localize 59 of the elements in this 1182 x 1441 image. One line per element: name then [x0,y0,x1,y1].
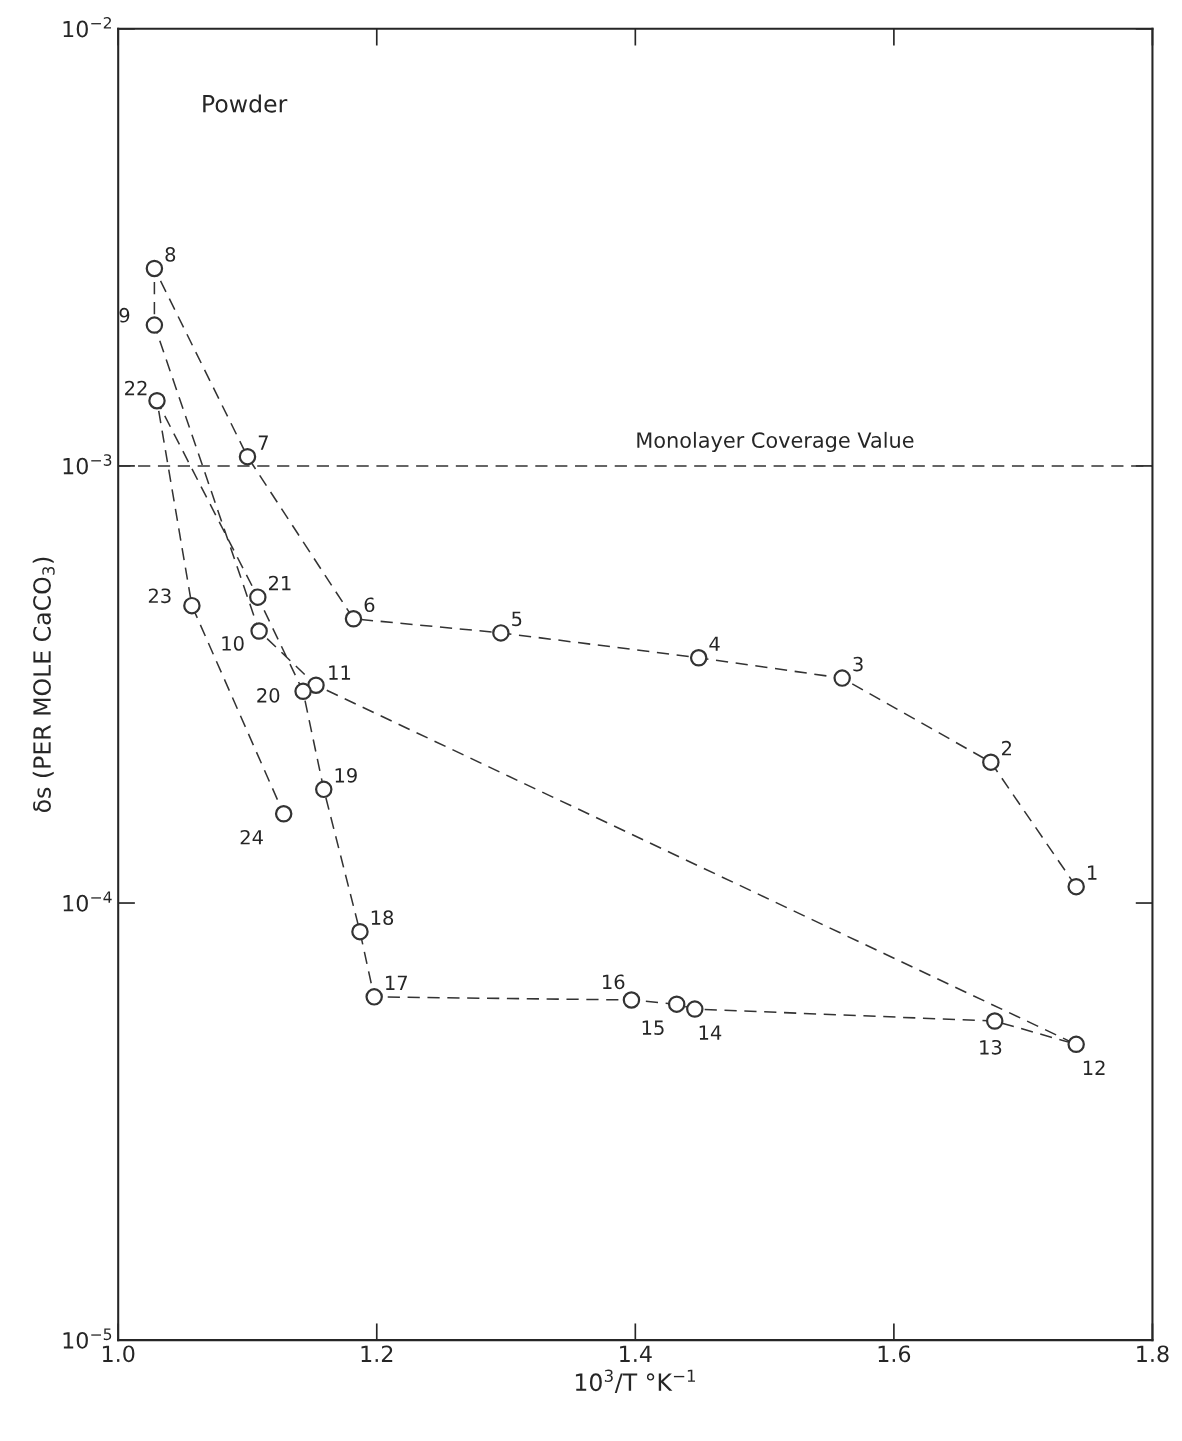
annotation: 19 [335,767,357,783]
x-tick-label: 1.8 [1137,1345,1169,1363]
x-tick-label: 1.2 [361,1345,393,1362]
annotation: 22 [125,380,147,396]
point [274,805,293,823]
point [294,682,312,701]
annotation: 23 [148,588,171,604]
point [492,624,510,642]
point [689,649,708,667]
point [249,588,267,606]
annotation: 4 [709,636,720,651]
annotation: 8 [165,247,176,262]
point [667,995,686,1013]
annotation: 17 [386,975,407,990]
annotation: 14 [699,1025,722,1040]
point [351,922,369,941]
point [145,316,164,334]
point [307,676,325,694]
annotation: 15 [642,1020,664,1035]
y-tick-label: 10$^{−3}$ [63,454,112,475]
annotation: 5 [512,611,522,627]
annotation: 12 [1083,1060,1105,1075]
y-axis-title: δs (PER MOLE CaCO$_{3}$) [32,557,55,813]
annotation: 2 [1002,740,1011,756]
point [148,391,166,410]
point [238,447,257,466]
point [1067,1035,1085,1054]
annotation: 7 [258,435,268,450]
annotation: 24 [240,829,263,845]
point [622,991,641,1009]
x-tick-label: 1.6 [878,1345,911,1363]
point [982,753,1000,771]
x-tick-label: 1.4 [620,1345,652,1362]
annotation: 13 [980,1039,1002,1055]
x-axis-title: 10$^{3}$/T °K$^{−1}$ [575,1369,696,1393]
point [250,622,268,640]
point [686,1000,704,1018]
annotation: 11 [329,665,351,680]
point [833,669,851,687]
annotation: 6 [364,597,375,613]
point [344,610,363,628]
annotation: 3 [853,656,863,672]
annotation: 20 [257,688,280,703]
annotation: 18 [371,910,394,925]
point [315,780,333,799]
annotation: 9 [119,307,130,323]
point [365,988,383,1006]
point [985,1012,1004,1030]
annotation: 1 [1088,865,1097,880]
y-tick-label: 10$^{−4}$ [63,891,112,912]
point [1067,877,1085,896]
annotation: 10 [222,636,244,651]
annotation: 21 [268,575,291,591]
point [183,596,201,615]
point [145,259,164,278]
y-tick-label: 10$^{−2}$ [63,17,111,38]
annotation: 16 [603,974,625,990]
ref-line-label: Monolayer Coverage Value [637,431,914,453]
annotation: Powder [203,94,288,113]
